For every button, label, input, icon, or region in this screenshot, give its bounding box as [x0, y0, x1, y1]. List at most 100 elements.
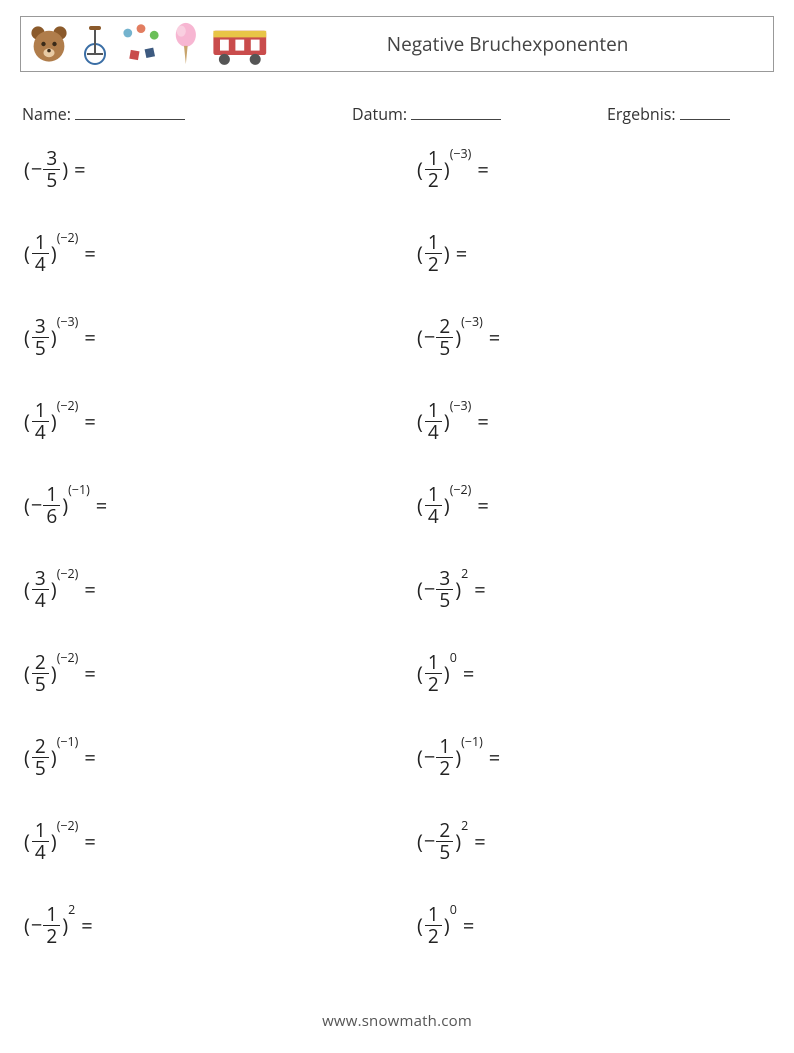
- fraction: 12: [436, 737, 453, 778]
- left-paren: (: [417, 244, 424, 264]
- exponent: 2: [461, 820, 468, 833]
- footer-watermark: www.snowmath.com: [0, 1011, 794, 1031]
- equals-sign: =: [457, 664, 474, 684]
- equals-sign: =: [78, 580, 95, 600]
- exponent: (−3): [461, 316, 483, 329]
- fraction: 34: [32, 569, 49, 610]
- problem-item: (35)(−3) =: [24, 313, 377, 363]
- equals-sign: =: [78, 748, 95, 768]
- fraction-denominator: 4: [32, 841, 49, 862]
- fraction: 14: [32, 401, 49, 442]
- left-paren: (: [24, 664, 31, 684]
- date-blank[interactable]: [411, 102, 501, 120]
- right-paren: ): [454, 748, 461, 768]
- left-paren: (: [24, 328, 31, 348]
- fraction-denominator: 2: [425, 673, 442, 694]
- fraction-numerator: 1: [425, 905, 442, 925]
- minus-sign: −: [31, 159, 42, 179]
- fraction-denominator: 4: [32, 421, 49, 442]
- right-paren: ): [61, 916, 68, 936]
- equals-sign: =: [90, 496, 107, 516]
- exponent: (−3): [450, 400, 472, 413]
- juggling-icon: [119, 22, 163, 66]
- date-label: Datum:: [352, 103, 407, 125]
- exponent: (−1): [68, 484, 90, 497]
- fraction-numerator: 3: [436, 569, 453, 589]
- fraction-numerator: 2: [32, 737, 49, 757]
- meta-score: Ergebnis:: [607, 102, 772, 125]
- fraction: 25: [32, 653, 49, 694]
- fraction: 35: [436, 569, 453, 610]
- fraction: 14: [32, 821, 49, 862]
- problem-item: (12)(−3) =: [417, 145, 770, 195]
- equals-sign: =: [450, 244, 467, 264]
- circus-wagon-icon: [209, 22, 271, 66]
- cotton-candy-icon: [173, 22, 199, 66]
- minus-sign: −: [424, 579, 435, 599]
- problem-item: (14)(−2) =: [24, 397, 377, 447]
- equals-sign: =: [468, 832, 485, 852]
- equals-sign: =: [78, 412, 95, 432]
- equals-sign: =: [68, 160, 85, 180]
- problem-item: (−35) =: [24, 145, 377, 195]
- equals-sign: =: [75, 916, 92, 936]
- left-paren: (: [417, 412, 424, 432]
- fraction-denominator: 5: [436, 589, 453, 610]
- problem-item: (25)(−2) =: [24, 649, 377, 699]
- score-blank[interactable]: [680, 102, 730, 120]
- fraction-denominator: 6: [43, 505, 60, 526]
- minus-sign: −: [424, 831, 435, 851]
- left-paren: (: [24, 748, 31, 768]
- problem-item: (14)(−2) =: [24, 229, 377, 279]
- problem-item: (14)(−3) =: [417, 397, 770, 447]
- fraction: 25: [436, 821, 453, 862]
- left-paren: (: [417, 832, 424, 852]
- equals-sign: =: [471, 160, 488, 180]
- fraction-denominator: 4: [425, 421, 442, 442]
- left-paren: (: [24, 832, 31, 852]
- left-paren: (: [24, 412, 31, 432]
- fraction-numerator: 1: [425, 149, 442, 169]
- right-paren: ): [443, 244, 450, 264]
- right-paren: ): [61, 160, 68, 180]
- name-blank[interactable]: [75, 102, 185, 120]
- problems-grid: (−35) =(12)(−3) =(14)(−2) =(12) =(35)(−3…: [24, 145, 770, 951]
- fraction-denominator: 2: [43, 925, 60, 946]
- fraction-numerator: 2: [436, 821, 453, 841]
- fraction: 12: [425, 905, 442, 946]
- exponent: (−3): [450, 148, 472, 161]
- exponent: 2: [68, 904, 75, 917]
- problem-item: (12) =: [417, 229, 770, 279]
- exponent: (−3): [57, 316, 79, 329]
- fraction: 16: [43, 485, 60, 526]
- fraction-denominator: 5: [32, 673, 49, 694]
- problem-item: (−35)2 =: [417, 565, 770, 615]
- problem-item: (−12)2 =: [24, 901, 377, 951]
- meta-row: Name: Datum: Ergebnis:: [22, 102, 772, 125]
- right-paren: ): [443, 496, 450, 516]
- fraction-numerator: 1: [32, 233, 49, 253]
- problem-item: (−25)2 =: [417, 817, 770, 867]
- fraction-numerator: 1: [32, 821, 49, 841]
- right-paren: ): [443, 916, 450, 936]
- name-label: Name:: [22, 103, 71, 125]
- fraction-denominator: 5: [436, 337, 453, 358]
- bear-icon: [27, 22, 71, 66]
- header-clipart-row: [27, 17, 270, 71]
- right-paren: ): [454, 328, 461, 348]
- equals-sign: =: [471, 496, 488, 516]
- equals-sign: =: [78, 328, 95, 348]
- fraction: 35: [32, 317, 49, 358]
- left-paren: (: [417, 496, 424, 516]
- fraction: 12: [425, 233, 442, 274]
- right-paren: ): [50, 328, 57, 348]
- exponent: (−2): [57, 400, 79, 413]
- left-paren: (: [24, 916, 31, 936]
- left-paren: (: [417, 328, 424, 348]
- exponent: (−2): [450, 484, 472, 497]
- problem-item: (−12)(−1) =: [417, 733, 770, 783]
- fraction-numerator: 3: [32, 317, 49, 337]
- right-paren: ): [50, 832, 57, 852]
- equals-sign: =: [457, 916, 474, 936]
- fraction-numerator: 1: [32, 401, 49, 421]
